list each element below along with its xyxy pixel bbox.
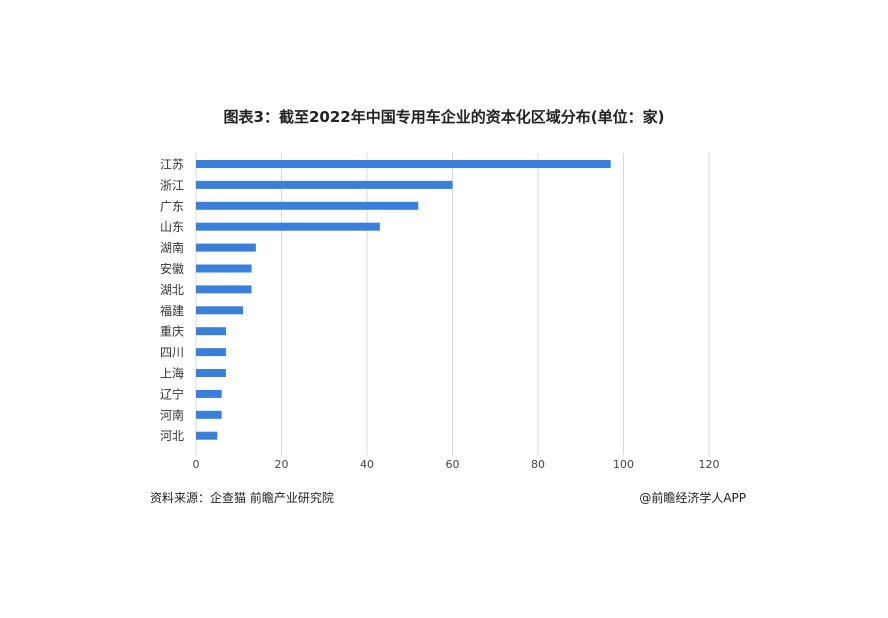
x-tick-label: 0 [193,458,200,471]
y-category-label: 重庆 [160,325,184,339]
y-category-label: 福建 [160,303,184,318]
bar-河南 [196,410,222,419]
y-category-label: 辽宁 [160,386,184,401]
credit-note: @前瞻经济学人APP [639,491,746,505]
bar-四川 [196,348,226,357]
y-category-label: 浙江 [160,178,184,192]
bar-山东 [196,222,380,231]
x-tick-label: 20 [275,458,289,471]
bar-浙江 [196,180,453,189]
y-category-label: 江苏 [160,158,184,172]
y-category-label: 安徽 [160,261,184,276]
y-category-label: 广东 [160,199,184,213]
bar-湖南 [196,243,256,252]
bar-辽宁 [196,389,222,398]
bar-上海 [196,369,226,377]
bar-重庆 [196,327,226,336]
chart-title: 图表3：截至2022年中国专用车企业的资本化区域分布(单位：家) [223,108,665,126]
x-tick-label: 120 [699,458,720,471]
y-category-label: 山东 [160,220,184,234]
bar-江苏 [196,160,611,168]
y-category-label: 上海 [160,366,184,381]
bar-湖北 [196,285,252,294]
y-category-label: 四川 [160,346,184,360]
x-tick-label: 100 [613,458,634,471]
bar-广东 [196,201,419,210]
x-tick-label: 80 [531,458,545,471]
y-category-label: 湖北 [160,282,184,297]
bar-安徽 [196,264,252,273]
bar-福建 [196,306,244,315]
x-tick-label: 60 [446,458,460,471]
y-category-label: 湖南 [160,240,184,255]
x-tick-label: 40 [360,458,374,471]
source-note: 资料来源：企查猫 前瞻产业研究院 [150,491,334,505]
y-category-label: 河北 [160,429,184,443]
y-category-label: 河南 [160,407,184,422]
bar-河北 [196,431,218,440]
